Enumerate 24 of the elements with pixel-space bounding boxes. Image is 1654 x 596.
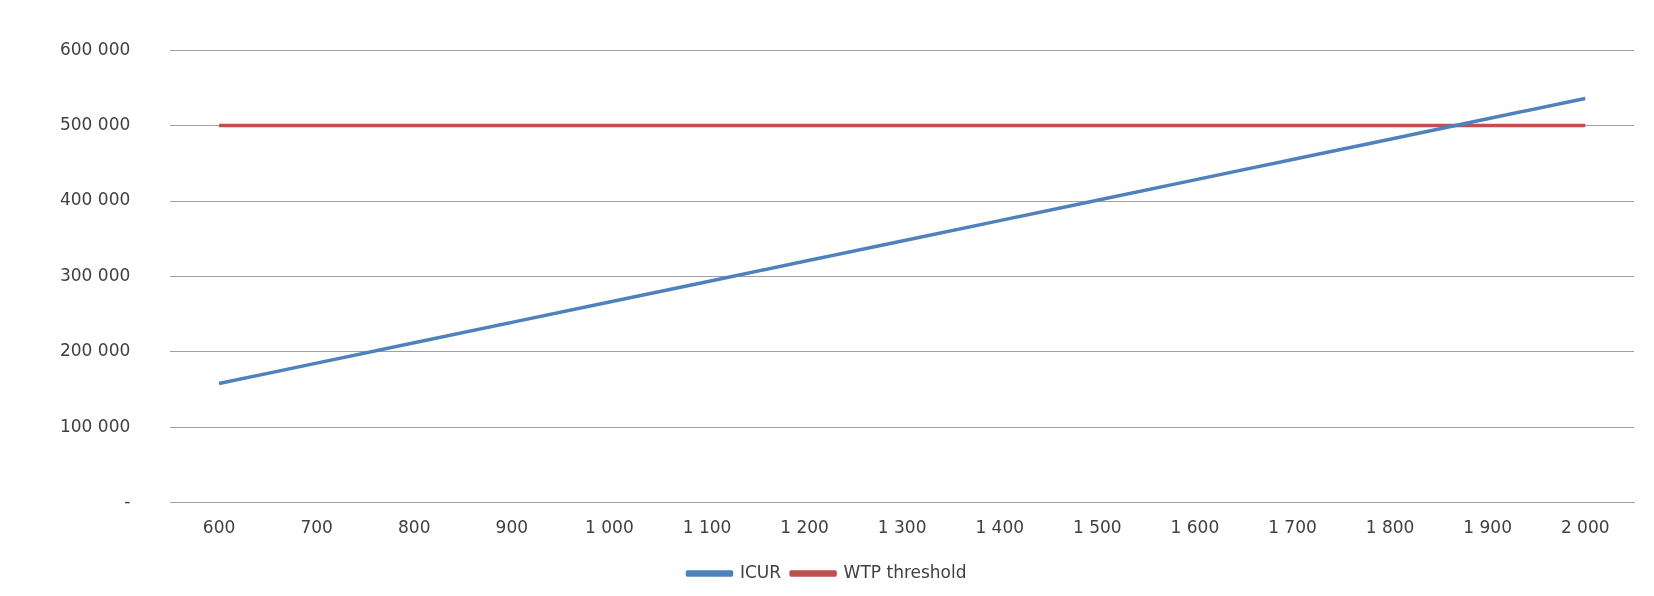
x-tick-label: 1 800 [1365,517,1415,538]
y-tick-label: 600 000 [59,38,131,59]
y-tick-label: 200 000 [59,340,131,361]
x-tick-label: 800 [398,517,431,538]
legend-label: WTP threshold [843,561,967,582]
x-tick-label: 1 400 [975,517,1025,538]
x-tick-label: 1 700 [1268,517,1317,538]
x-tick-label: 2 000 [1560,517,1610,538]
x-tick-label: 1 000 [585,517,634,538]
x-tick-label: 1 100 [682,517,732,538]
x-tick-label: 700 [300,517,333,538]
x-tick-label: 1 500 [1072,517,1122,538]
x-tick-label: 1 600 [1170,517,1220,538]
y-tick-label: 500 000 [59,114,131,135]
x-tick-label: 1 200 [780,517,829,538]
x-tick-label: 900 [495,517,529,538]
x-tick-label: 600 [202,517,236,538]
x-tick-label: 1 300 [877,517,927,538]
y-tick-label: 300 000 [59,264,131,285]
y-tick-label: - [124,491,131,512]
legend-label: ICUR [739,561,782,582]
y-tick-label: 400 000 [59,189,131,210]
y-tick-label: 100 000 [59,415,131,436]
x-tick-label: 1 900 [1463,517,1512,538]
